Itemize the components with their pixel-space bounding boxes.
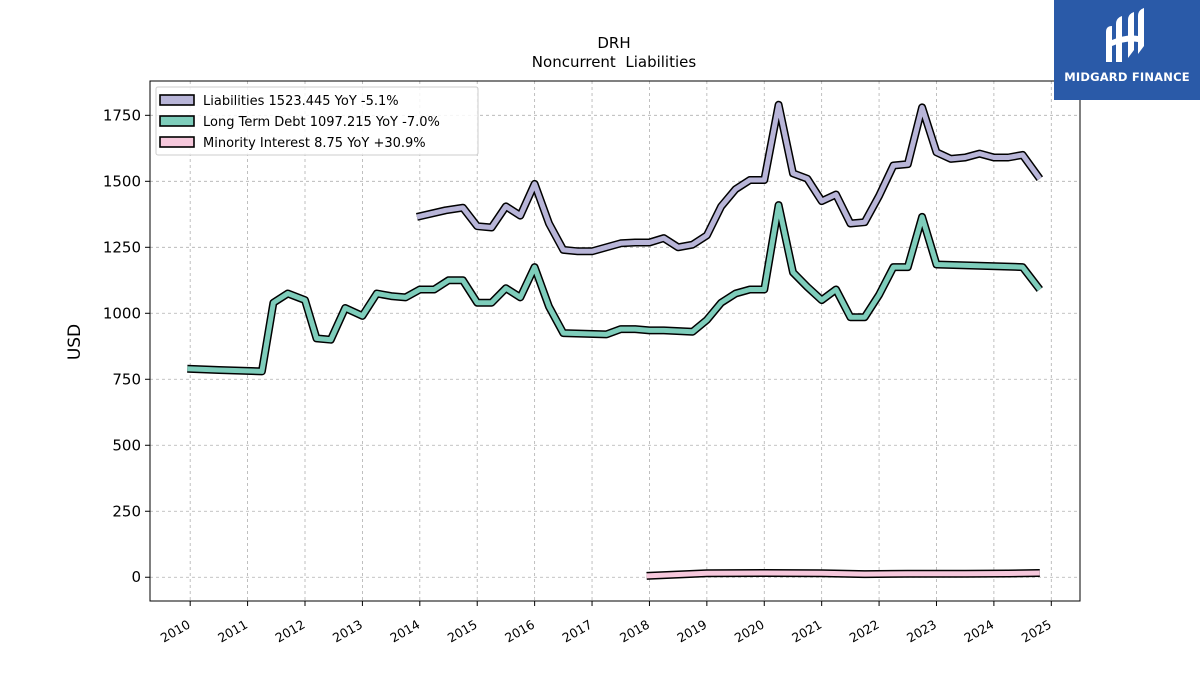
legend-label: Liabilities 1523.445 YoY -5.1% <box>203 94 399 109</box>
brand-name: MIDGARD FINANCE <box>1064 70 1190 84</box>
series-line <box>187 202 1042 374</box>
y-tick-label: 750 <box>112 370 141 388</box>
x-tick-label: 2018 <box>617 617 652 646</box>
x-tick-label: 2020 <box>732 617 767 646</box>
x-tick-label: 2013 <box>330 617 365 646</box>
chart-title: DRH <box>597 34 630 52</box>
y-tick-label: 250 <box>112 502 141 520</box>
legend-label: Minority Interest 8.75 YoY +30.9% <box>203 136 426 151</box>
y-axis-label: USD <box>65 324 85 360</box>
legend-swatch <box>159 115 195 127</box>
y-tick-label: 1500 <box>103 172 141 190</box>
legend-label: Long Term Debt 1097.215 YoY -7.0% <box>203 115 440 130</box>
x-tick-label: 2011 <box>215 617 250 646</box>
x-tick-label: 2022 <box>847 617 882 646</box>
plot-frame <box>149 80 1081 602</box>
x-tick-label: 2012 <box>273 617 308 646</box>
y-tick-label: 1750 <box>103 106 141 124</box>
series-lines <box>187 100 1044 580</box>
brand-logo: MIDGARD FINANCE <box>1054 0 1200 100</box>
y-tick-label: 500 <box>112 436 141 454</box>
x-tick-label: 2019 <box>674 617 709 646</box>
x-tick-label: 2016 <box>502 617 537 646</box>
x-tick-label: 2017 <box>560 617 595 646</box>
x-tick-label: 2025 <box>1019 617 1054 646</box>
x-tick-label: 2023 <box>904 617 939 646</box>
x-tick-label: 2014 <box>387 617 422 646</box>
grid <box>150 81 1080 601</box>
x-tick-label: 2015 <box>445 617 480 646</box>
legend-swatch <box>159 94 195 106</box>
x-tick-label: 2010 <box>158 617 193 646</box>
series-line <box>646 570 1040 579</box>
series-line-outline <box>416 100 1044 256</box>
legend-box <box>155 86 479 156</box>
brand-mark-icon <box>1106 8 1144 62</box>
legend: Liabilities 1523.445 YoY -5.1% Long Term … <box>155 86 479 156</box>
series-line-outline <box>187 201 1043 376</box>
y-tick-label: 0 <box>131 568 141 586</box>
series-line <box>416 102 1042 254</box>
y-tick-label: 1250 <box>103 238 141 256</box>
x-tick-label: 2024 <box>961 617 996 646</box>
y-tick-label: 1000 <box>103 304 141 322</box>
x-tick-label: 2021 <box>789 617 824 646</box>
axes: 2010 2011 2012 2013 2014 2015 2016 2017 2018 2019… <box>103 80 1081 646</box>
legend-swatch <box>159 136 195 148</box>
chart-subtitle: Noncurrent Liabilities <box>532 53 697 71</box>
